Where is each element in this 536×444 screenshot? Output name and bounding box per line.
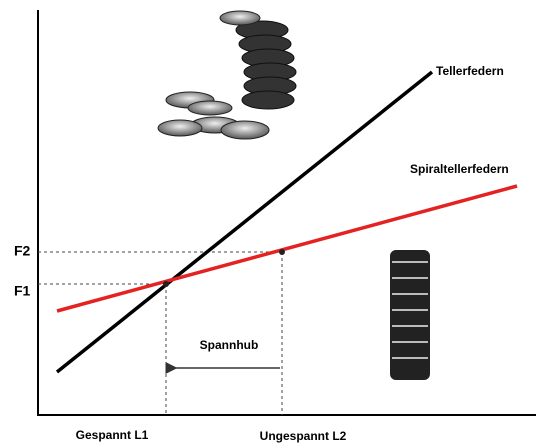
point-l2 (279, 249, 285, 255)
disc-springs-image (157, 10, 297, 140)
x-label: Ungespannt L2 (260, 429, 347, 443)
curve-label: Tellerfedern (436, 64, 504, 78)
curve-label: Spiraltellerfedern (410, 162, 509, 176)
tellerfedern-line (55, 70, 434, 374)
point-l1 (163, 281, 169, 287)
y-label: F1 (14, 283, 31, 299)
x-label: Gespannt L1 (76, 428, 149, 442)
spiral-spring-image (390, 250, 430, 380)
annotation: Spannhub (200, 338, 259, 352)
y-label: F2 (14, 243, 31, 259)
spiraltellerfedern-line (56, 184, 518, 313)
guides (38, 251, 283, 415)
